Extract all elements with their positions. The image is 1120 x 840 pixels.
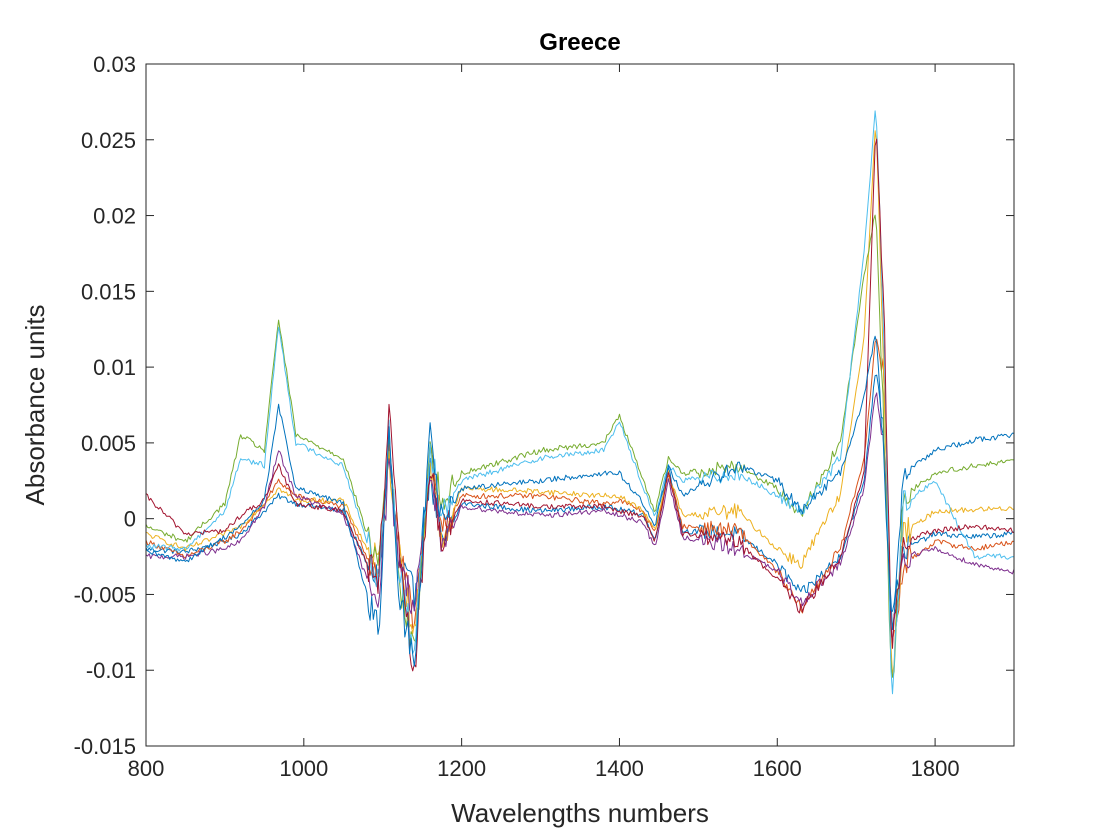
x-tick-label: 800	[128, 756, 165, 781]
plot-area	[146, 64, 1014, 746]
tick-layer: 800 1000 1200 1400 1600 1800 -0.015 -0.01 -0.005…	[74, 52, 1014, 781]
x-tick-label: 1400	[595, 756, 644, 781]
y-tick-label: 0.015	[81, 279, 136, 304]
series-line	[145, 214, 1015, 678]
chart-title: Greece	[539, 29, 620, 56]
y-tick-label: -0.005	[74, 582, 136, 607]
y-tick-label: 0.005	[81, 431, 136, 456]
series-line	[145, 138, 1015, 672]
y-tick-label: -0.015	[74, 734, 136, 759]
y-tick-label: -0.01	[86, 658, 136, 683]
y-tick-label: 0	[124, 507, 136, 532]
y-axis-label: Absorbance units	[20, 305, 50, 506]
x-tick-label: 1200	[437, 756, 486, 781]
series-line	[145, 130, 1015, 676]
plot-frame	[145, 63, 1015, 747]
x-tick-label: 1000	[279, 756, 328, 781]
x-tick-label: 1600	[753, 756, 802, 781]
y-tick-label: 0.01	[93, 355, 136, 380]
series-line	[145, 392, 1015, 644]
series-layer	[145, 110, 1015, 695]
series-line	[145, 110, 1015, 695]
y-tick-label: 0.03	[93, 52, 136, 77]
y-tick-label: 0.02	[93, 204, 136, 229]
y-tick-label: 0.025	[81, 128, 136, 153]
series-line	[145, 335, 1015, 667]
x-axis-label: Wavelengths numbers	[451, 798, 709, 828]
x-tick-label: 1800	[911, 756, 960, 781]
